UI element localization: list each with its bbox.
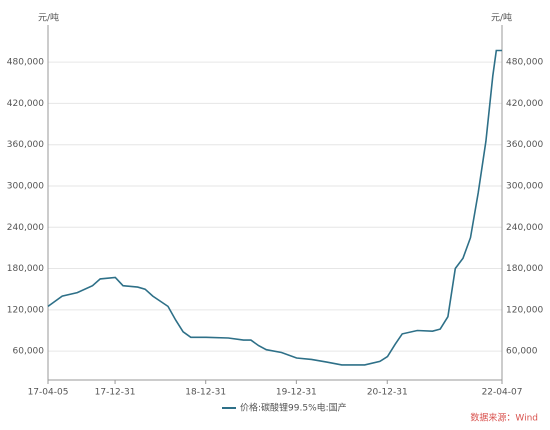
legend-label: 价格:碳酸锂99.5%电:国产 [240,402,347,414]
source-note: 数据来源：Wind [470,412,538,424]
y2-axis-unit: 元/吨 [491,12,512,24]
x-tick-label: 18-12-31 [185,388,226,398]
y-axis-unit: 元/吨 [38,12,59,24]
y2-tick-label: 120,000 [506,305,543,315]
y-tick-label: 420,000 [7,99,44,109]
x-tick-label: 20-12-31 [367,388,408,398]
x-tick-label: 17-04-05 [28,388,69,398]
y-tick-label: 240,000 [7,223,44,233]
y2-tick-label: 300,000 [506,181,543,191]
y2-tick-label: 360,000 [506,140,543,150]
y2-tick-label: 420,000 [506,99,543,109]
y-tick-label: 360,000 [7,140,44,150]
y-tick-label: 180,000 [7,264,44,274]
y-tick-label: 480,000 [7,58,44,68]
y-tick-label: 300,000 [7,181,44,191]
x-tick-label: 22-04-07 [482,388,523,398]
y2-tick-label: 60,000 [506,347,538,357]
y2-tick-label: 480,000 [506,58,543,68]
x-tick-label: 17-12-31 [95,388,136,398]
series-line [47,49,502,366]
y-tick-label: 120,000 [7,305,44,315]
y2-tick-label: 180,000 [506,264,543,274]
x-tick-label: 19-12-31 [276,388,317,398]
y2-tick-label: 240,000 [506,223,543,233]
y-tick-label: 60,000 [13,347,45,357]
